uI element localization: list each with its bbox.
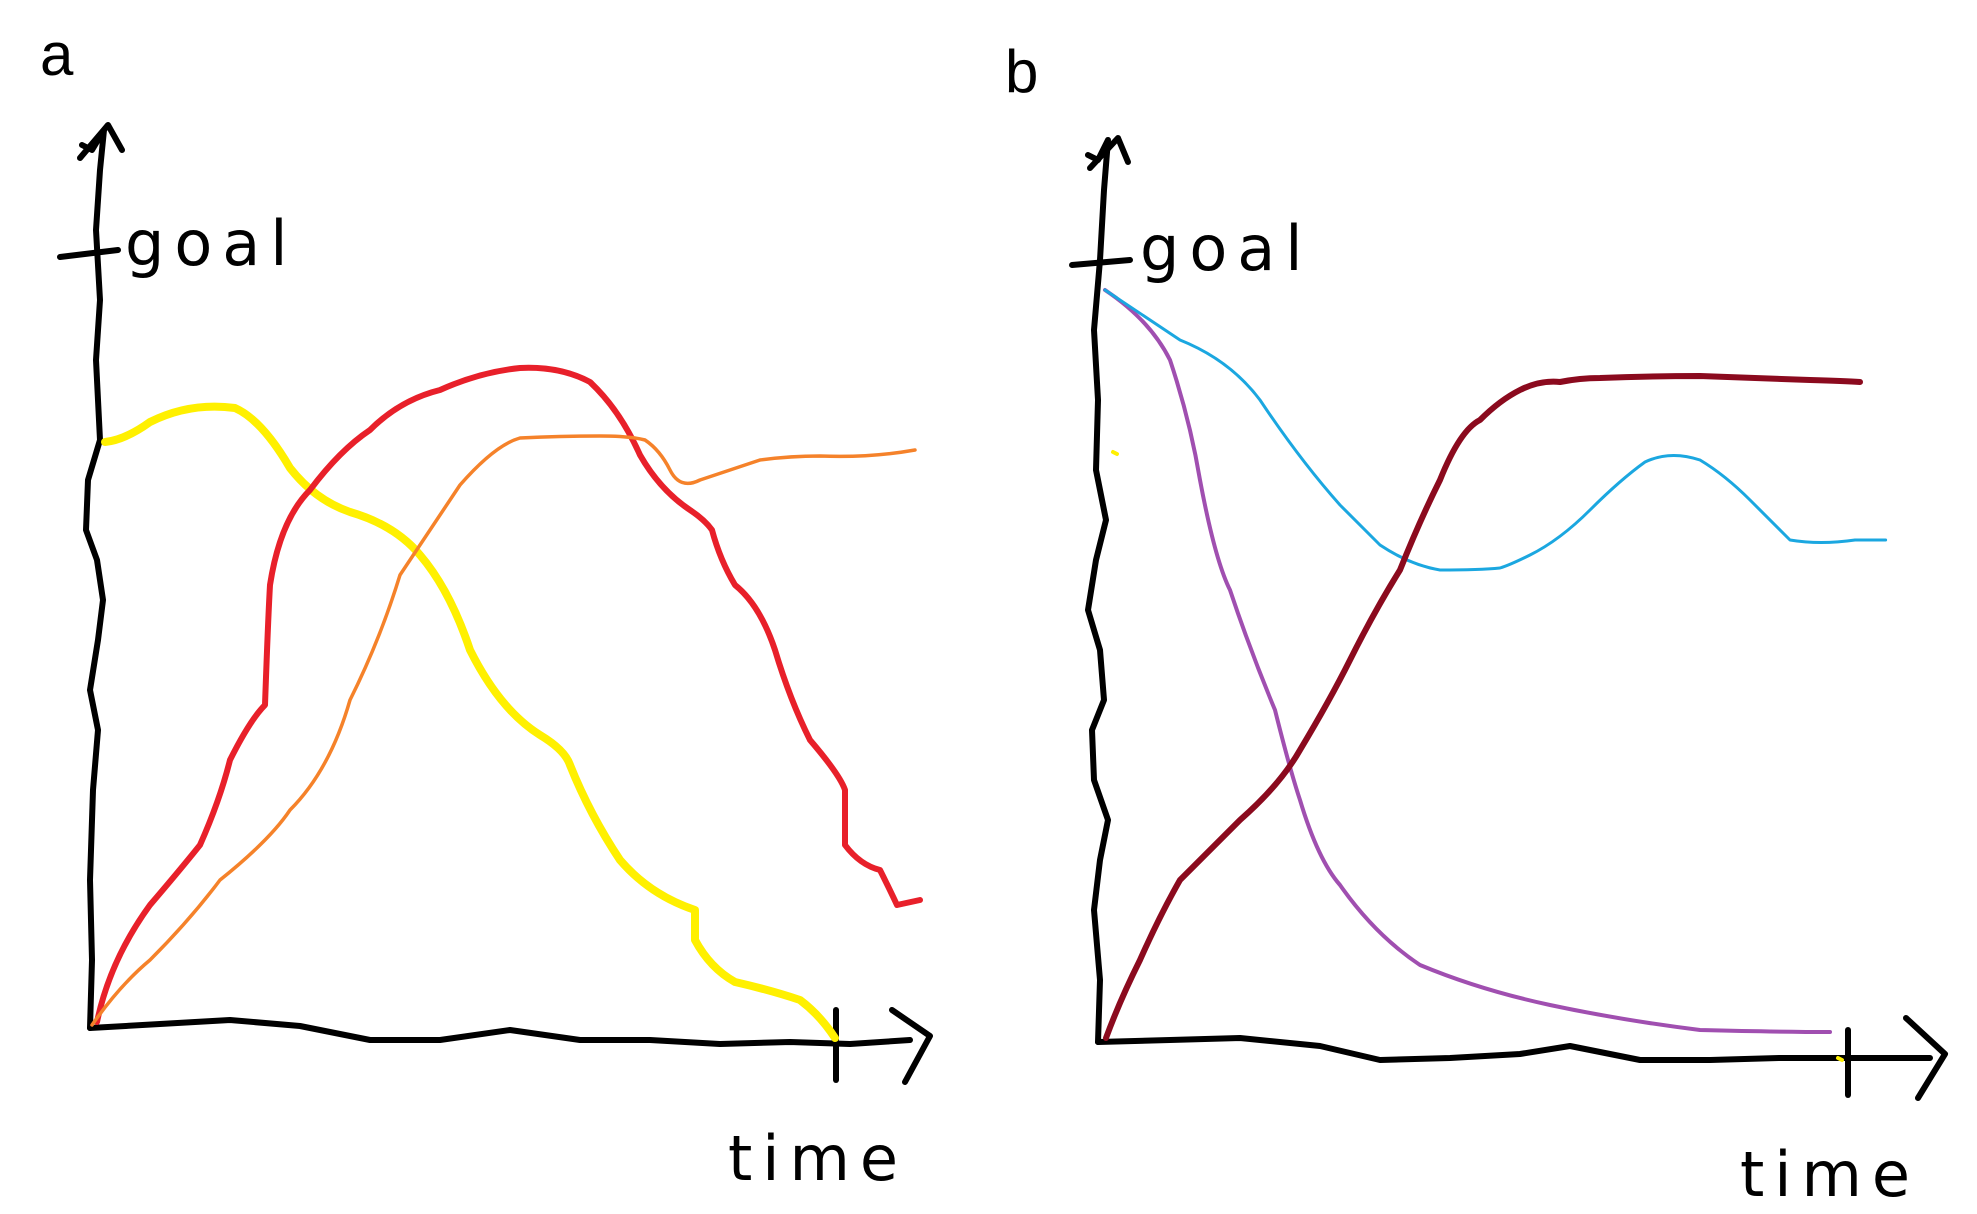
panel-a-goal-label: goal	[125, 207, 298, 280]
panel-a-red-curve	[94, 364, 923, 1025]
panel-b-goal-label: goal	[1140, 212, 1313, 285]
panel-a-letter: a	[40, 21, 74, 88]
panel-b-yellow-mark	[1111, 450, 1119, 456]
panel-b-yellow-mark-2	[1836, 1056, 1844, 1062]
panel-a-goal-tick	[57, 247, 121, 260]
panel-a-yellow-curve	[101, 402, 839, 1042]
panel-a-y-arrowhead	[77, 122, 125, 161]
panel-a-orange-curve	[90, 434, 917, 1027]
panel-b-dark-red-curve	[1103, 373, 1863, 1041]
panel-a-x-axis	[87, 1017, 913, 1047]
panel-b-y-axis	[1085, 137, 1111, 1045]
panel-a: a goal time	[40, 21, 933, 1195]
panel-a-y-axis	[79, 127, 107, 1031]
panel-b-time-label: time	[1740, 1138, 1920, 1211]
panel-b-y-arrowhead	[1087, 135, 1131, 171]
panel-a-time-label: time	[728, 1122, 908, 1195]
panel-b-purple-curve	[1103, 288, 1832, 1034]
panel-b-letter: b	[1005, 38, 1038, 105]
panel-b-x-axis	[1095, 1035, 1933, 1063]
panel-b-goal-tick	[1069, 257, 1133, 268]
panel-b-cyan-curve	[1103, 288, 1888, 572]
panel-b: b goal time	[1005, 38, 1948, 1211]
panel-b-x-arrowhead	[1903, 1015, 1948, 1101]
panel-a-x-arrowhead	[889, 1007, 933, 1085]
